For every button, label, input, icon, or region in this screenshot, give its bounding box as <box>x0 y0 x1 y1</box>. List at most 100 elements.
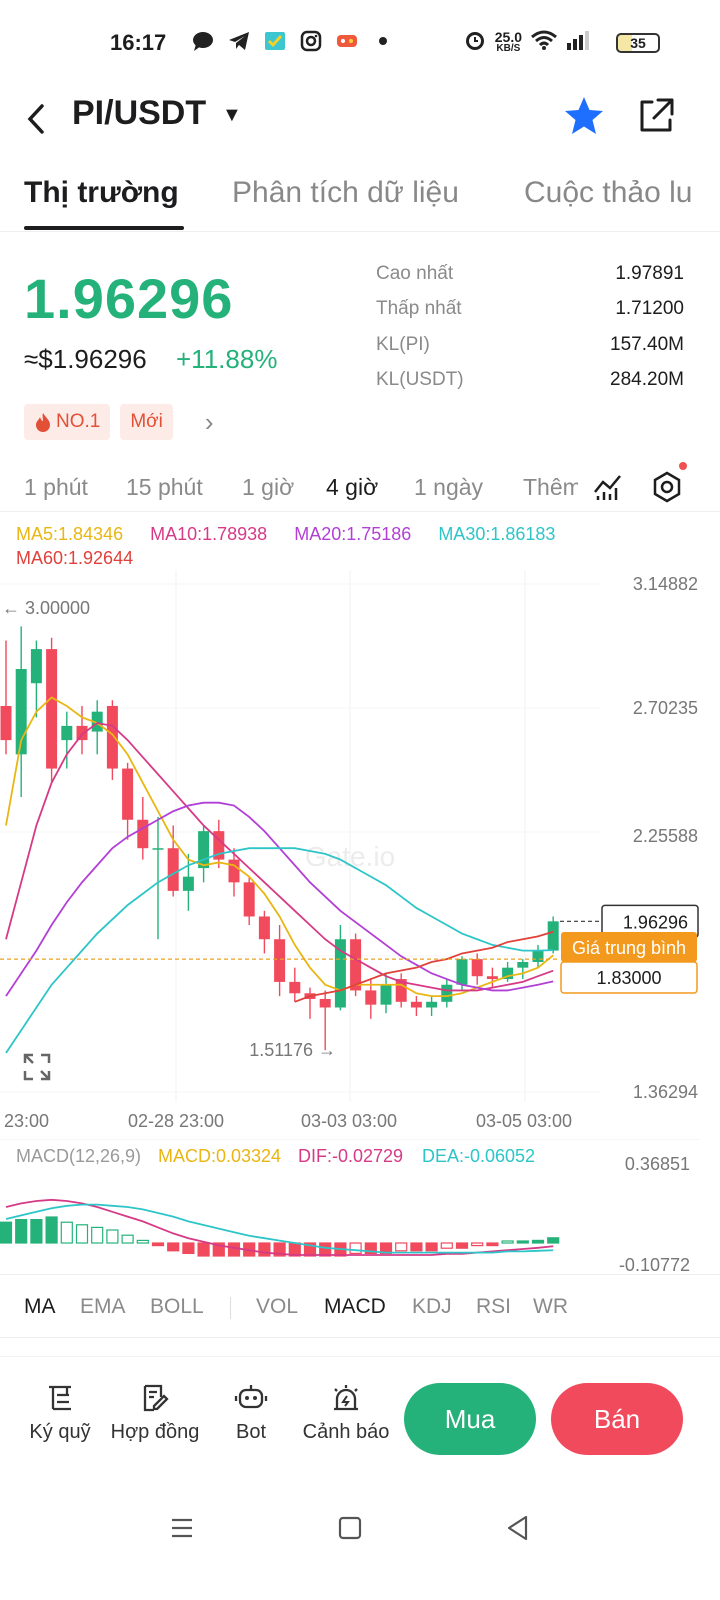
indicator-wr[interactable]: WR <box>533 1295 568 1318</box>
recent-apps-button[interactable] <box>162 1508 202 1548</box>
bottom-action-bar: Ký quỹ Hợp đồng Bot Cảnh báo Mua Bán <box>0 1356 720 1476</box>
square-icon <box>338 1516 362 1540</box>
x-axis-label: 03-05 03:00 <box>476 1111 572 1131</box>
avg-price-value: 1.83000 <box>596 968 661 988</box>
macd-histogram-bar <box>227 1242 241 1257</box>
macd-chart[interactable]: MACD(12,26,9) MACD:0.03324 DIF:-0.02729 DEA… <box>0 1140 720 1274</box>
favorite-button[interactable] <box>562 94 606 138</box>
candle-body <box>395 979 407 1002</box>
chart-settings-button[interactable] <box>650 470 684 504</box>
last-price: 1.96296 <box>24 267 234 330</box>
candle-body <box>426 1001 438 1008</box>
macd-legend-item: MACD:0.03324 <box>158 1146 281 1166</box>
macd-histogram-bar <box>15 1218 28 1244</box>
candle-body <box>456 959 468 985</box>
macd-histogram-bar <box>91 1226 104 1244</box>
indicator-ema[interactable]: EMA <box>80 1295 126 1318</box>
candle-body <box>258 916 270 940</box>
macd-histogram-bar <box>212 1242 225 1257</box>
margin-button[interactable]: Ký quỹ <box>10 1383 110 1444</box>
macd-histogram-bar <box>45 1216 58 1244</box>
macd-histogram-bar <box>410 1242 423 1252</box>
ma-legend: MA5:1.84346 MA10:1.78938 MA20:1.75186 MA… <box>16 522 706 570</box>
alert-button[interactable]: Cảnh báo <box>296 1383 396 1444</box>
fullscreen-button[interactable] <box>22 1052 52 1082</box>
candle-body <box>137 819 149 849</box>
indicator-macd[interactable]: MACD <box>324 1295 386 1318</box>
badges: NO.1 Mới › <box>24 404 214 440</box>
candle-body <box>243 882 255 917</box>
candle-body <box>289 981 301 994</box>
tab-data-analysis[interactable]: Phân tích dữ liệu <box>232 176 459 209</box>
macd-histogram-bar <box>395 1242 408 1252</box>
interval-4h[interactable]: 4 giờ <box>326 474 379 500</box>
caret-down-icon[interactable]: ▼ <box>222 104 242 126</box>
share-button[interactable] <box>634 94 678 138</box>
new-badge[interactable]: Mới <box>120 404 173 440</box>
status-time: 16:17 <box>110 30 167 55</box>
app-header: PI/USDT ▼ <box>0 90 720 150</box>
fire-icon <box>36 413 50 432</box>
macd-histogram-bar <box>136 1239 149 1244</box>
macd-histogram-bar <box>258 1242 271 1257</box>
interval-15m[interactable]: 15 phút <box>126 474 203 500</box>
high-marker: ← 3.00000 <box>2 598 90 618</box>
wifi-icon <box>530 29 558 56</box>
candlestick-chart[interactable]: Gate.io 3.14882 2.70235 2.25588 1.36294 23:00… <box>0 570 720 1140</box>
chart-type-button[interactable] <box>592 470 624 504</box>
share-icon <box>640 98 674 132</box>
candle-body <box>365 990 377 1005</box>
macd-legend-item: MACD(12,26,9) <box>16 1146 141 1166</box>
candle-body <box>350 939 362 991</box>
expand-icon <box>23 1053 51 1081</box>
tab-market[interactable]: Thị trường <box>24 176 179 209</box>
contract-button[interactable]: Hợp đồng <box>105 1383 205 1444</box>
x-axis-label: 23:00 <box>4 1111 49 1131</box>
interval-1h[interactable]: 1 giờ <box>242 474 295 500</box>
indicator-boll[interactable]: BOLL <box>150 1295 204 1318</box>
back-button[interactable] <box>18 96 58 142</box>
ma60-line <box>294 930 554 1003</box>
interval-1m[interactable]: 1 phút <box>24 474 88 500</box>
ma30-label: MA30:1.86183 <box>438 524 556 544</box>
instagram-icon <box>300 30 322 52</box>
indicator-ma[interactable]: MA <box>24 1295 56 1318</box>
tab-discussion[interactable]: Cuộc thảo lu <box>524 176 693 209</box>
ma60-label: MA60:1.92644 <box>16 548 134 568</box>
stat-volume-base: KL(PI) 157.40M <box>376 333 684 355</box>
candle-body <box>0 705 12 741</box>
interval-1d[interactable]: 1 ngày <box>414 474 484 500</box>
candle-body <box>502 967 514 980</box>
indicator-rsi[interactable]: RSI <box>476 1295 512 1318</box>
pair-selector[interactable]: PI/USDT <box>72 94 207 132</box>
indicator-kdj[interactable]: KDJ <box>412 1295 452 1318</box>
ma30-line <box>5 847 554 1054</box>
candle-body <box>228 859 240 883</box>
sell-button[interactable]: Bán <box>551 1383 683 1455</box>
candle-body <box>167 848 179 891</box>
indicator-vol[interactable]: VOL <box>256 1295 299 1318</box>
alarm-icon <box>334 1385 358 1411</box>
game-icon <box>336 30 358 52</box>
rank-badge[interactable]: NO.1 <box>24 404 111 440</box>
candle-body <box>30 649 42 684</box>
candle-body <box>517 961 529 968</box>
bot-button[interactable]: Bot <box>201 1383 301 1444</box>
chevron-right-icon[interactable]: › <box>204 406 214 437</box>
macd-histogram-bar <box>30 1218 43 1244</box>
candle-body <box>198 831 210 869</box>
candle-body <box>152 848 164 850</box>
home-button[interactable] <box>330 1508 370 1548</box>
notification-icons <box>192 30 394 52</box>
battery-icon: 35 <box>616 33 660 53</box>
menu-icon <box>172 1518 192 1538</box>
back-nav-button[interactable] <box>498 1508 538 1548</box>
usd-price: ≈$1.96296 <box>24 344 147 374</box>
candle-body <box>547 921 559 951</box>
buy-button[interactable]: Mua <box>404 1383 536 1455</box>
avg-price-value-box <box>560 961 698 994</box>
candle-body <box>46 649 58 769</box>
macd-y-label: -0.10772 <box>619 1255 690 1274</box>
candle-body <box>486 976 498 980</box>
interval-more[interactable]: Thêm <box>523 474 578 500</box>
